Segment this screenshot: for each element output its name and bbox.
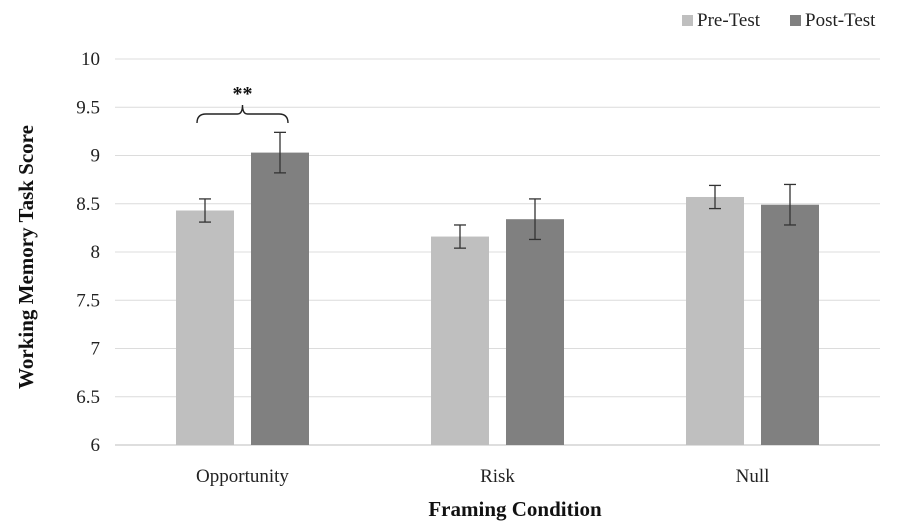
significance-label: ** [233, 83, 253, 105]
category-labels: Opportunity Risk Null [196, 466, 769, 487]
bars [176, 152, 819, 446]
category-label: Risk [480, 466, 515, 487]
y-tick-label: 8.5 [76, 194, 100, 215]
error-bar [529, 198, 541, 241]
legend-label: Pre-Test [697, 10, 761, 31]
y-tick-label: 7 [91, 339, 101, 360]
bar-pre-test-null [686, 196, 744, 445]
category-label: Null [736, 466, 770, 487]
error-bar [709, 184, 721, 210]
legend-swatch [682, 15, 693, 26]
category-label: Opportunity [196, 466, 289, 487]
y-tick-label: 7.5 [76, 290, 100, 311]
legend-label: Post-Test [805, 10, 876, 31]
legend-swatch [790, 15, 801, 26]
bar-post-test-null [761, 204, 819, 445]
y-tick-label: 9 [91, 146, 101, 167]
error-bar [199, 198, 211, 223]
y-axis-title: Working Memory Task Score [14, 125, 38, 389]
y-tick-label: 8 [91, 242, 101, 263]
y-tick-labels: 6 6.5 7 7.5 8 8.5 9 9.5 10 [76, 49, 100, 456]
error-bar [274, 131, 286, 174]
x-axis-title: Framing Condition [428, 497, 602, 521]
annotations: ** [196, 83, 289, 124]
bar-pre-test-risk [431, 236, 489, 445]
bar-pre-test-opportunity [176, 210, 234, 445]
significance-bracket [196, 104, 289, 124]
y-tick-label: 10 [81, 49, 100, 70]
legend: Pre-Test Post-Test [682, 10, 876, 31]
gridlines [115, 58, 880, 446]
legend-item: Pre-Test [682, 10, 761, 31]
legend-item: Post-Test [790, 10, 876, 31]
bar-post-test-risk [506, 219, 564, 445]
error-bar [784, 183, 796, 226]
bar-post-test-opportunity [251, 152, 309, 446]
y-tick-label: 6.5 [76, 387, 100, 408]
error-bar [454, 224, 466, 249]
y-tick-label: 6 [91, 435, 101, 456]
error-bars [199, 131, 796, 249]
y-tick-label: 9.5 [76, 97, 100, 118]
